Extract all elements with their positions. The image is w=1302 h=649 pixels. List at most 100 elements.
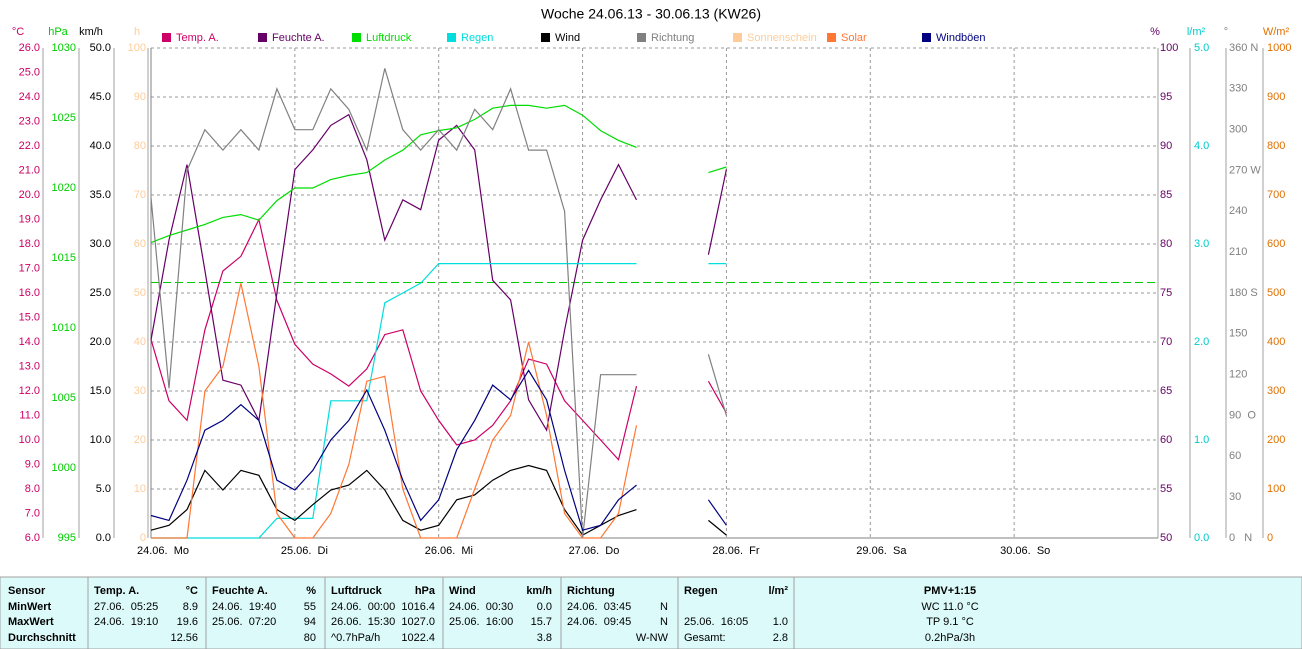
table-cell: 25.06. 16:00 [449, 616, 513, 628]
axes: 24.06. Mo 25.06. Di 26.06. Mi 27.06. Do 28.0… [12, 26, 1292, 557]
series-line [150, 369, 727, 531]
y-tick-label: 0.0 [96, 532, 111, 544]
column-header: Richtung [567, 585, 615, 597]
axis-unit: h [134, 26, 140, 38]
y-tick-label: 200 [1267, 434, 1285, 446]
table-cell: 0.2hPa/3h [925, 632, 975, 644]
table-cell: N [660, 616, 668, 628]
y-tick-label: 70 [1160, 336, 1172, 348]
y-tick-label: 35.0 [90, 189, 111, 201]
y-tick-label: 1025 [52, 112, 76, 124]
y-tick-label: 8.0 [25, 483, 40, 495]
y-tick-label: 40.0 [90, 140, 111, 152]
y-tick-label: 1.0 [1194, 434, 1209, 446]
legend-label: Wind [555, 32, 580, 44]
series-line [150, 113, 727, 432]
legend-swatch [922, 33, 931, 42]
column-unit: km/h [526, 585, 552, 597]
y-tick-label: 600 [1267, 238, 1285, 250]
column-header: PMV+1:15 [924, 585, 976, 597]
table-cell: 0.0 [537, 601, 552, 613]
y-tick-label: 90 [134, 91, 146, 103]
legend-label: Richtung [651, 32, 694, 44]
y-tick-label: 13.0 [19, 360, 40, 372]
y-tick-label: 0 [140, 532, 146, 544]
y-tick-label: 100 [1160, 42, 1178, 54]
y-tick-label: 1020 [52, 182, 76, 194]
series-line [150, 68, 727, 539]
y-tick-label: 360 N [1229, 42, 1258, 54]
table-cell: 26.06. 15:30 [331, 616, 395, 628]
y-tick-label: 26.0 [19, 42, 40, 54]
y-tick-label: 120 [1229, 369, 1247, 381]
column-unit: l/m² [768, 585, 788, 597]
grid [151, 47, 1158, 539]
column-header: Luftdruck [331, 585, 383, 597]
table-cell: Gesamt: [684, 632, 726, 644]
legend-swatch [733, 33, 742, 42]
x-tick-label: 27.06. Do [569, 545, 620, 557]
table-background [0, 576, 1302, 649]
y-tick-label: 800 [1267, 140, 1285, 152]
table-cell: 1027.0 [401, 616, 435, 628]
y-tick-label: 330 [1229, 83, 1247, 95]
y-tick-label: 100 [1267, 483, 1285, 495]
table-cell: 80 [304, 632, 316, 644]
y-tick-label: 11.0 [19, 409, 40, 421]
legend: Temp. A. Feuchte A. Luftdruck Regen Wind Rich… [162, 32, 986, 44]
table-cell: 15.7 [531, 616, 552, 628]
y-tick-label: 80 [134, 140, 146, 152]
y-tick-label: 10 [134, 483, 146, 495]
table-cell: 24.06. 00:30 [449, 601, 513, 613]
legend-swatch [352, 33, 361, 42]
y-tick-label: 50.0 [90, 42, 111, 54]
table-cell: 24.06. 03:45 [567, 601, 631, 613]
series-line [150, 464, 727, 536]
y-tick-label: 55 [1160, 483, 1172, 495]
table-cell: 55 [304, 601, 316, 613]
y-tick-label: 300 [1229, 124, 1247, 136]
legend-label: Luftdruck [366, 32, 412, 44]
y-tick-label: 22.0 [19, 140, 40, 152]
row-label: Sensor [8, 585, 46, 597]
y-tick-label: 1000 [1267, 42, 1291, 54]
legend-label: Temp. A. [176, 32, 219, 44]
lines [150, 68, 1158, 539]
y-tick-label: 30 [134, 385, 146, 397]
legend-swatch [827, 33, 836, 42]
row-label: Durchschnitt [8, 632, 76, 644]
legend-swatch [541, 33, 550, 42]
column-unit: hPa [415, 585, 436, 597]
table-cell: 1022.4 [401, 632, 435, 644]
y-tick-label: 60 [134, 238, 146, 250]
table-cell: 24.06. 19:10 [94, 616, 158, 628]
y-tick-label: 900 [1267, 91, 1285, 103]
y-tick-label: 9.0 [25, 458, 40, 470]
y-tick-label: 20.0 [19, 189, 40, 201]
y-tick-label: 240 [1229, 205, 1247, 217]
y-tick-label: 90 [1160, 140, 1172, 152]
table-cell: 24.06. 19:40 [212, 601, 276, 613]
table-cell: 25.06. 16:05 [684, 616, 748, 628]
axis-unit: ° [1224, 26, 1228, 38]
table-cell: 24.06. 00:00 [331, 601, 395, 613]
y-tick-label: 60 [1160, 434, 1172, 446]
column-header: Regen [684, 585, 718, 597]
y-tick-label: 1000 [52, 462, 76, 474]
y-tick-label: 60 [1229, 450, 1241, 462]
table-cell: 24.06. 09:45 [567, 616, 631, 628]
y-tick-label: 400 [1267, 336, 1285, 348]
table-cell: 19.6 [177, 616, 198, 628]
series-line [151, 283, 638, 539]
y-tick-label: 90 O [1229, 409, 1256, 421]
y-tick-label: 2.0 [1194, 336, 1209, 348]
y-tick-label: 30 [1229, 491, 1241, 503]
legend-swatch [637, 33, 646, 42]
y-tick-label: 0 N [1229, 532, 1252, 544]
legend-label: Regen [461, 32, 493, 44]
x-tick-label: 28.06. Fr [712, 545, 759, 557]
y-tick-label: 1005 [52, 392, 76, 404]
y-tick-label: 100 [128, 42, 146, 54]
